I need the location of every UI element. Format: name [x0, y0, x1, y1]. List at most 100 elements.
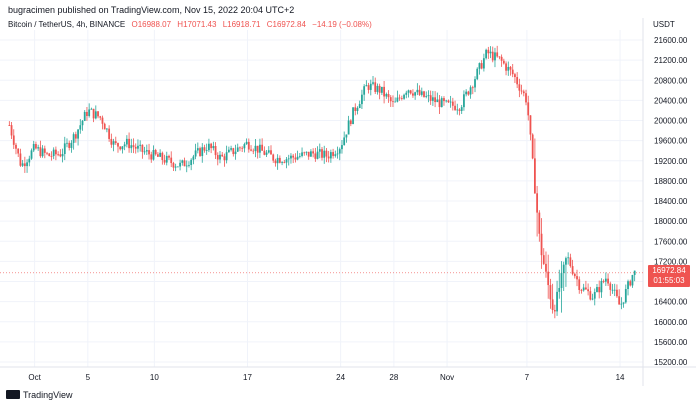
candle-body — [611, 289, 614, 291]
candle-body — [338, 149, 341, 154]
price-chart[interactable]: 15200.0015600.0016000.0016400.0016800.00… — [0, 0, 696, 386]
candle — [106, 128, 108, 133]
candle-body — [587, 289, 590, 292]
candle — [97, 110, 99, 119]
candle-body — [35, 144, 37, 149]
candle — [365, 80, 368, 87]
candle — [392, 95, 394, 107]
candle — [458, 108, 461, 116]
candle — [81, 120, 84, 131]
candle-body — [316, 151, 319, 159]
candle — [454, 100, 456, 112]
candle — [598, 280, 601, 299]
candle — [507, 61, 510, 76]
price-tick-label: 18000.00 — [654, 217, 688, 226]
candle-body — [476, 68, 479, 80]
candle — [624, 284, 627, 304]
candle-body — [141, 144, 144, 152]
candle-body — [123, 144, 126, 147]
candle-body — [438, 99, 441, 108]
candle-body — [463, 94, 465, 108]
candle — [110, 133, 113, 148]
candle-body — [83, 111, 86, 121]
candle — [70, 140, 73, 153]
candle-body — [221, 154, 224, 157]
candle-body — [412, 93, 414, 96]
symbol-title[interactable]: Bitcoin / TetherUS, 4h, BINANCE — [8, 20, 126, 29]
candle — [494, 47, 496, 68]
candle-body — [15, 144, 17, 149]
candle — [54, 146, 57, 161]
candle — [584, 280, 587, 290]
candle — [478, 62, 481, 75]
candle — [496, 45, 499, 58]
candle — [159, 149, 162, 158]
candle — [569, 253, 572, 268]
candle — [43, 145, 46, 159]
candle-body — [596, 287, 598, 292]
candle — [438, 95, 441, 114]
candle-body — [74, 134, 77, 139]
candle — [556, 280, 558, 316]
candle-body — [549, 285, 552, 300]
candle — [274, 158, 277, 167]
candle-body — [245, 141, 248, 145]
candle — [66, 138, 68, 148]
candle — [389, 95, 392, 107]
candle-body — [352, 107, 354, 125]
candle-body — [46, 152, 48, 154]
candle — [589, 286, 592, 301]
candle — [150, 151, 153, 163]
candle-body — [176, 166, 179, 168]
candle-body — [480, 63, 483, 69]
candle-body — [624, 289, 627, 303]
candle-body — [604, 278, 607, 282]
candle — [230, 145, 232, 152]
candle — [451, 97, 454, 111]
candle-body — [272, 154, 275, 161]
candle-body — [161, 152, 164, 161]
candle-body — [502, 60, 505, 64]
candle — [294, 153, 297, 163]
candle-body — [290, 155, 292, 159]
candle-body — [578, 279, 581, 290]
candle-body — [394, 101, 397, 103]
candle-body — [243, 144, 246, 149]
candle-body — [467, 91, 470, 95]
candle-body — [208, 143, 210, 151]
candle — [114, 136, 117, 145]
candle — [50, 151, 53, 161]
price-tick-label: 19200.00 — [654, 157, 688, 166]
time-tick-label: 7 — [525, 373, 530, 382]
candle-body — [314, 153, 317, 159]
tradingview-logo[interactable]: TradingView — [6, 390, 73, 400]
candle-body — [241, 147, 244, 149]
candle — [591, 293, 594, 301]
candle — [369, 79, 372, 96]
candle — [334, 150, 337, 158]
candle-body — [68, 142, 71, 148]
candle-body — [168, 155, 170, 158]
bar-countdown: 01:55:03 — [653, 275, 685, 285]
last-price-badge: 16972.84 01:55:03 — [648, 264, 690, 287]
candle — [128, 132, 130, 153]
candle-body — [341, 145, 343, 150]
candle — [487, 46, 490, 59]
candle-body — [403, 94, 405, 99]
candle — [547, 254, 550, 299]
candle-body — [407, 90, 410, 93]
candle-body — [239, 147, 241, 149]
candle — [502, 58, 505, 65]
candle-body — [50, 156, 53, 157]
candle — [516, 72, 519, 89]
candle-body — [567, 257, 570, 259]
candle-body — [447, 100, 450, 103]
candle — [172, 161, 175, 171]
candle — [130, 138, 133, 153]
candle — [580, 288, 583, 294]
candle — [540, 218, 543, 269]
candle — [356, 106, 359, 115]
candle — [498, 56, 501, 60]
candle-body — [247, 141, 250, 150]
candle — [318, 143, 321, 159]
